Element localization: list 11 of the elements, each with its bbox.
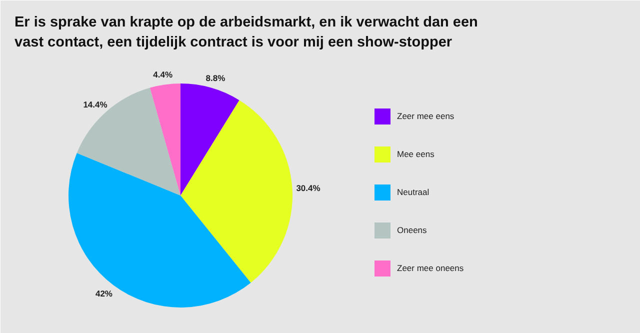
legend-label: Zeer mee oneens bbox=[397, 263, 464, 273]
data-label: 4.4% bbox=[153, 70, 173, 80]
legend-label: Zeer mee eens bbox=[397, 111, 454, 121]
legend-label: Oneens bbox=[397, 225, 427, 235]
legend-label: Neutraal bbox=[397, 187, 430, 197]
data-label: 30.4% bbox=[296, 182, 321, 193]
data-label: 8.8% bbox=[206, 73, 226, 84]
data-label: 14.4% bbox=[83, 99, 108, 110]
data-label: 42% bbox=[95, 288, 113, 298]
legend-label: Mee eens bbox=[397, 149, 434, 159]
chart-title: Er is sprake van krapte op de arbeidsmarkt, en ik verwacht dan een vast contact, een tijdelijk contract is voor mij een show-stopper bbox=[14, 14, 478, 50]
